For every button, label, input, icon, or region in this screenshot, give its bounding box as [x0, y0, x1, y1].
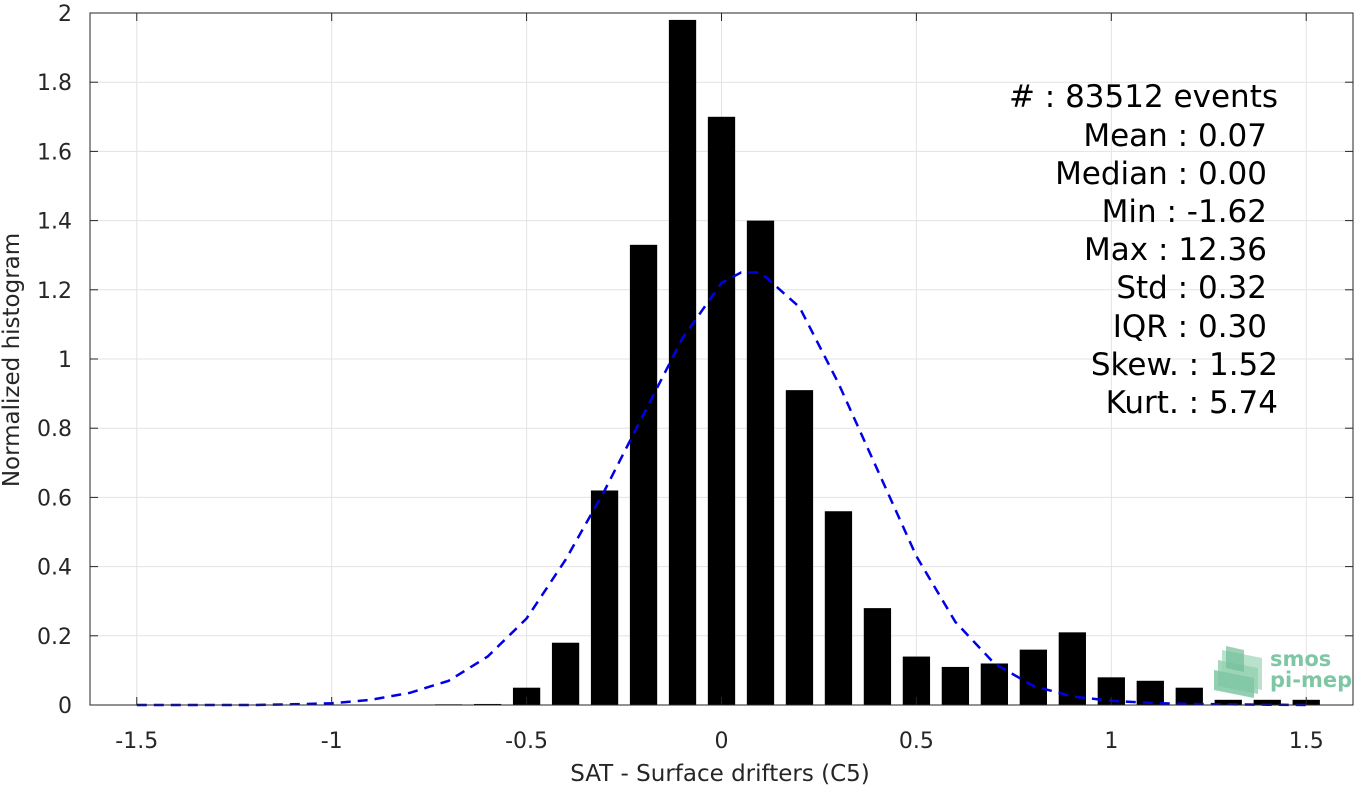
y-tick-label: 0 — [58, 694, 72, 719]
stat-kurt: Kurt. : 5.74 — [1106, 385, 1278, 421]
histogram-bar — [1214, 699, 1242, 705]
logo-line-2: pi-mep — [1270, 668, 1352, 692]
x-tick-label: -1.5 — [115, 729, 158, 754]
stat-std: Std : 0.32 — [1116, 270, 1267, 306]
stat-iqr: IQR : 0.30 — [1113, 309, 1267, 345]
histogram-bar — [824, 511, 853, 705]
x-tick-label: 1 — [1104, 729, 1118, 754]
y-tick-label: 0.8 — [37, 417, 72, 442]
histogram-bar — [1175, 687, 1203, 705]
histogram-bar — [473, 703, 502, 705]
stat-median: Median : 0.00 — [1055, 156, 1267, 192]
smos-pimep-logo: smos pi-mep — [1214, 646, 1352, 698]
logo-line-1: smos — [1270, 647, 1331, 671]
histogram-bar — [785, 390, 814, 705]
x-tick-label: -1 — [321, 729, 343, 754]
stats-box: # : 83512 events Mean : 0.07 Median : 0.… — [1009, 79, 1278, 421]
histogram-bar — [590, 490, 619, 705]
histogram-bar — [512, 687, 541, 705]
x-tick-label: 0.5 — [899, 729, 934, 754]
histogram-bar — [629, 244, 658, 705]
y-axis-ticks: 0 0.2 0.4 0.6 0.8 1 1.2 1.4 1.6 1.8 2 — [37, 2, 1353, 719]
histogram-bar — [1136, 680, 1164, 705]
stat-min: Min : -1.62 — [1102, 194, 1267, 230]
x-tick-label: 0 — [715, 729, 729, 754]
histogram-bar — [941, 666, 970, 705]
x-tick-label: -0.5 — [505, 729, 548, 754]
y-tick-label: 1 — [58, 348, 72, 373]
x-axis-ticks: -1.5 -1 -0.5 0 0.5 1 1.5 — [115, 13, 1324, 754]
logo-mark-icon — [1214, 646, 1262, 698]
histogram-bar — [551, 642, 580, 705]
y-tick-label: 1.8 — [37, 71, 72, 96]
stat-max: Max : 12.36 — [1084, 232, 1267, 268]
histogram-bar — [902, 656, 931, 705]
y-tick-label: 1.2 — [37, 279, 72, 304]
y-tick-label: 1.4 — [37, 210, 72, 235]
x-tick-label: 1.5 — [1289, 729, 1324, 754]
histogram-bar — [746, 220, 775, 705]
histogram-bar — [707, 116, 736, 706]
stat-count: # : 83512 events — [1009, 79, 1278, 115]
y-tick-label: 0.6 — [37, 486, 72, 511]
histogram-bar — [1253, 699, 1281, 705]
histogram-bar — [980, 663, 1009, 705]
y-tick-label: 0.2 — [37, 625, 72, 650]
histogram-bars — [396, 19, 1320, 706]
y-tick-label: 0.4 — [37, 556, 72, 581]
y-tick-label: 2 — [58, 2, 72, 27]
y-tick-label: 1.6 — [37, 140, 72, 165]
histogram-bar — [1019, 649, 1047, 705]
histogram-bar — [668, 19, 697, 706]
stat-mean: Mean : 0.07 — [1083, 118, 1267, 154]
y-axis-label: Normalized histogram — [0, 233, 25, 487]
x-axis-label: SAT - Surface drifters (C5) — [570, 761, 870, 785]
histogram-bar — [863, 608, 892, 705]
stat-skew: Skew. : 1.52 — [1091, 347, 1278, 383]
